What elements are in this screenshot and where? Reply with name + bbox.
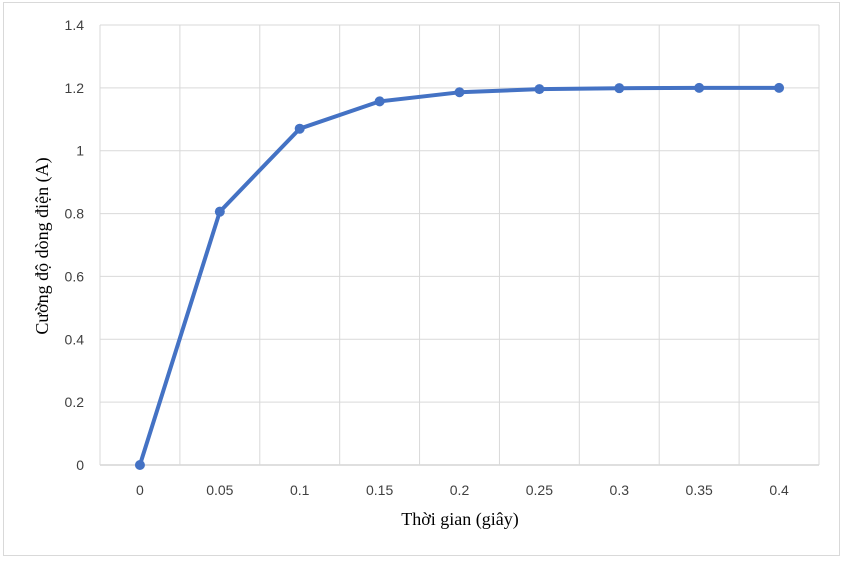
data-point <box>454 87 465 98</box>
data-point <box>534 84 545 95</box>
data-point <box>374 96 385 107</box>
data-point <box>694 82 705 93</box>
x-tick-label: 0 <box>136 482 144 498</box>
y-tick-label: 0.6 <box>65 268 85 284</box>
x-tick-label: 0.25 <box>526 482 553 498</box>
y-tick-label: 1.2 <box>65 80 85 96</box>
x-tick-label: 0.2 <box>450 482 470 498</box>
x-tick-label: 0.05 <box>206 482 233 498</box>
y-tick-label: 0.2 <box>65 394 85 410</box>
x-tick-label: 0.15 <box>366 482 393 498</box>
data-point <box>294 123 305 134</box>
y-tick-label: 0.4 <box>65 331 85 347</box>
data-point <box>134 460 145 470</box>
data-point <box>614 83 625 94</box>
y-tick-label: 1.4 <box>65 17 85 33</box>
y-axis-ticks: 0 0.2 0.4 0.6 0.8 1 1.2 1.4 <box>65 17 85 473</box>
x-tick-label: 0.1 <box>290 482 310 498</box>
x-tick-label: 0.3 <box>610 482 630 498</box>
x-tick-label: 0.4 <box>769 482 789 498</box>
y-axis-title: Cường độ dòng điện (A) <box>32 157 53 334</box>
data-point <box>774 82 785 93</box>
series-layer <box>134 82 785 470</box>
y-tick-label: 0 <box>76 457 84 473</box>
x-tick-label: 0.35 <box>686 482 713 498</box>
y-tick-label: 1 <box>76 143 84 159</box>
data-point <box>214 206 225 217</box>
y-tick-label: 0.8 <box>65 206 85 222</box>
x-axis-ticks: 0 0.05 0.1 0.15 0.2 0.25 0.3 0.35 0.4 <box>136 482 789 498</box>
x-axis-title: Thời gian (giây) <box>401 509 518 530</box>
